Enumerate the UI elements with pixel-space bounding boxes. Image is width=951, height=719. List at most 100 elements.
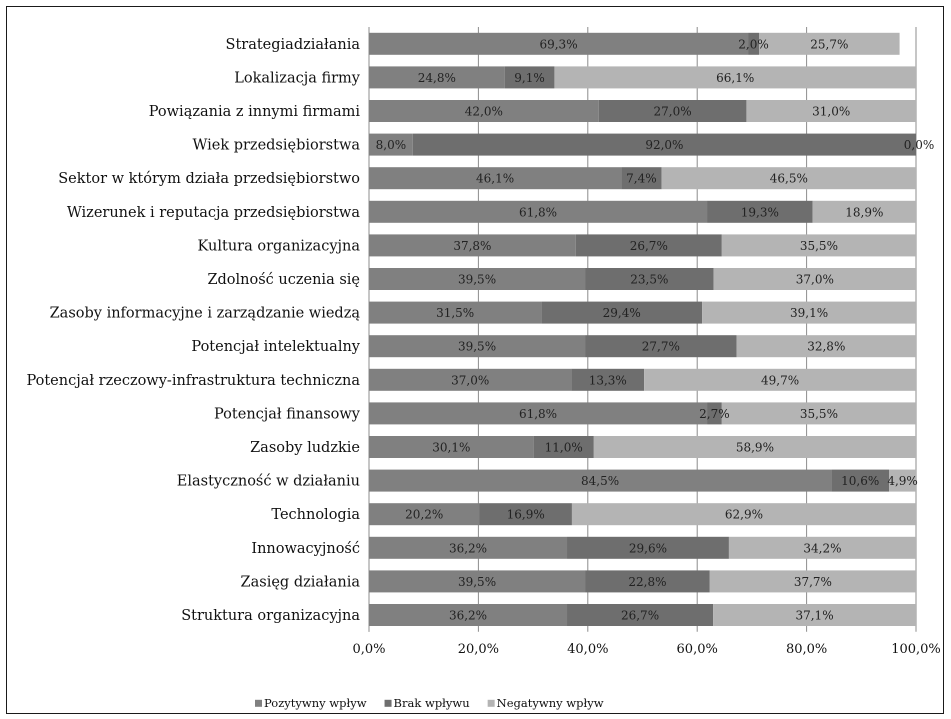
data-label: 29,6% bbox=[629, 541, 667, 555]
bar-segment bbox=[369, 536, 568, 559]
data-label: 39,5% bbox=[458, 273, 496, 287]
x-tick-label: 80,0% bbox=[786, 642, 827, 657]
bar-segment bbox=[585, 335, 737, 358]
data-label: 62,9% bbox=[725, 508, 763, 522]
bar-segment bbox=[585, 570, 710, 593]
bar-segment bbox=[369, 133, 413, 156]
bar-segment bbox=[541, 301, 703, 324]
data-label: 11,0% bbox=[545, 441, 583, 455]
category-label: Zasoby ludzkie bbox=[250, 440, 360, 456]
data-label: 36,2% bbox=[449, 541, 487, 555]
legend-swatch bbox=[487, 699, 495, 707]
data-label: 2,0% bbox=[738, 37, 769, 51]
data-label: 25,7% bbox=[810, 37, 848, 51]
category-label: Potencjał intelektualny bbox=[191, 339, 360, 355]
bar-segment bbox=[369, 32, 749, 55]
legend-swatch bbox=[384, 699, 392, 707]
data-label: 22,8% bbox=[628, 575, 666, 589]
x-tick-label: 100,0% bbox=[891, 642, 941, 657]
data-label: 35,5% bbox=[800, 407, 838, 421]
data-label: 37,1% bbox=[795, 609, 833, 623]
data-label: 13,3% bbox=[589, 373, 627, 387]
data-label: 4,9% bbox=[887, 474, 918, 488]
gridlines bbox=[368, 27, 917, 632]
bar-segment bbox=[598, 100, 747, 122]
category-label: Struktura organizacyjna bbox=[181, 608, 360, 624]
value-labels: 69,3% 2,0% 25,7% 24,8% 9,1% 66,1% 42,0% 27,0% 31… bbox=[376, 37, 935, 622]
data-label: 24,8% bbox=[418, 71, 456, 85]
x-tick-label: 20,0% bbox=[458, 642, 499, 657]
stacked-bar-chart: Strategiadziałania Lokalizacja firmy Powią… bbox=[26, 27, 941, 710]
data-label: 8,0% bbox=[376, 138, 407, 152]
bar-segment bbox=[369, 167, 622, 190]
legend: Pozytywny wpływ Brak wpływu Negatywny wpły… bbox=[255, 696, 604, 710]
bar-segment bbox=[369, 604, 568, 626]
data-label: 37,7% bbox=[794, 575, 832, 589]
data-label: 39,5% bbox=[458, 340, 496, 354]
data-label: 34,2% bbox=[803, 541, 841, 555]
data-label: 92,0% bbox=[645, 138, 683, 152]
bar-segment bbox=[721, 402, 916, 425]
bar-segment bbox=[644, 368, 916, 391]
x-tick-label: 40,0% bbox=[567, 642, 608, 657]
bar-segment bbox=[702, 301, 916, 324]
data-label: 9,1% bbox=[514, 71, 545, 85]
category-label: Sektor w którym działa przedsiębiorstwo bbox=[58, 171, 360, 187]
data-label: 16,9% bbox=[507, 508, 545, 522]
data-label: 39,5% bbox=[458, 575, 496, 589]
x-tick-label: 60,0% bbox=[677, 642, 718, 657]
data-label: 61,8% bbox=[519, 205, 557, 219]
bar-segment bbox=[554, 66, 916, 89]
data-label: 46,1% bbox=[476, 172, 514, 186]
bar-segment bbox=[369, 402, 708, 425]
bar-segment bbox=[713, 268, 916, 290]
category-label: Potencjał rzeczowy-infrastruktura techni… bbox=[26, 373, 360, 389]
data-label: 37,8% bbox=[453, 239, 491, 253]
category-label: Kultura organizacyjna bbox=[198, 238, 361, 254]
data-label: 66,1% bbox=[716, 71, 754, 85]
legend-entry: Negatywny wpływ bbox=[497, 696, 604, 710]
x-axis-ticks: 0,0% 20,0% 40,0% 60,0% 80,0% 100,0% bbox=[352, 642, 940, 657]
bar-segment bbox=[369, 234, 576, 257]
data-label: 58,9% bbox=[736, 441, 774, 455]
bar-segment bbox=[369, 570, 586, 593]
data-label: 49,7% bbox=[761, 373, 799, 387]
data-label: 42,0% bbox=[465, 105, 503, 119]
bar-segment bbox=[571, 368, 645, 391]
category-label: Innowacyjność bbox=[251, 541, 360, 557]
data-label: 19,3% bbox=[741, 205, 779, 219]
category-label: Potencjał finansowy bbox=[214, 406, 361, 422]
bar-segment bbox=[621, 167, 662, 190]
data-label: 20,2% bbox=[405, 508, 443, 522]
category-label: Zdolność uczenia się bbox=[207, 272, 360, 288]
chart-frame: Strategiadziałania Lokalizacja firmy Powią… bbox=[6, 6, 944, 714]
data-label: 7,4% bbox=[626, 172, 657, 186]
x-tick-label: 0,0% bbox=[352, 642, 385, 657]
bar-segment bbox=[759, 32, 900, 55]
data-label: 35,5% bbox=[800, 239, 838, 253]
data-label: 36,2% bbox=[449, 609, 487, 623]
category-label: Elastyczność w działaniu bbox=[177, 474, 360, 490]
bar-segment bbox=[369, 469, 832, 492]
category-label: Technologia bbox=[271, 507, 360, 523]
data-label: 18,9% bbox=[845, 205, 883, 219]
legend-entry: Pozytywny wpływ bbox=[264, 696, 367, 710]
data-label: 27,0% bbox=[654, 105, 692, 119]
category-label: Powiązania z innymi firmami bbox=[149, 104, 361, 120]
bar-segment bbox=[369, 268, 586, 290]
bar-segment bbox=[721, 234, 916, 257]
bar-segment bbox=[567, 536, 729, 559]
bar-segment bbox=[746, 100, 916, 122]
data-label: 39,1% bbox=[790, 306, 828, 320]
bar-segment bbox=[533, 436, 594, 458]
data-label: 37,0% bbox=[451, 373, 489, 387]
data-label: 84,5% bbox=[581, 474, 619, 488]
legend-entry: Brak wpływu bbox=[394, 696, 470, 710]
bar-segment bbox=[736, 335, 916, 358]
bar-segment bbox=[707, 200, 813, 223]
bar-segment bbox=[369, 503, 480, 526]
bar-segment bbox=[369, 335, 586, 358]
data-label: 0,0% bbox=[904, 138, 935, 152]
bar-segment bbox=[831, 469, 890, 492]
data-label: 61,8% bbox=[519, 407, 557, 421]
